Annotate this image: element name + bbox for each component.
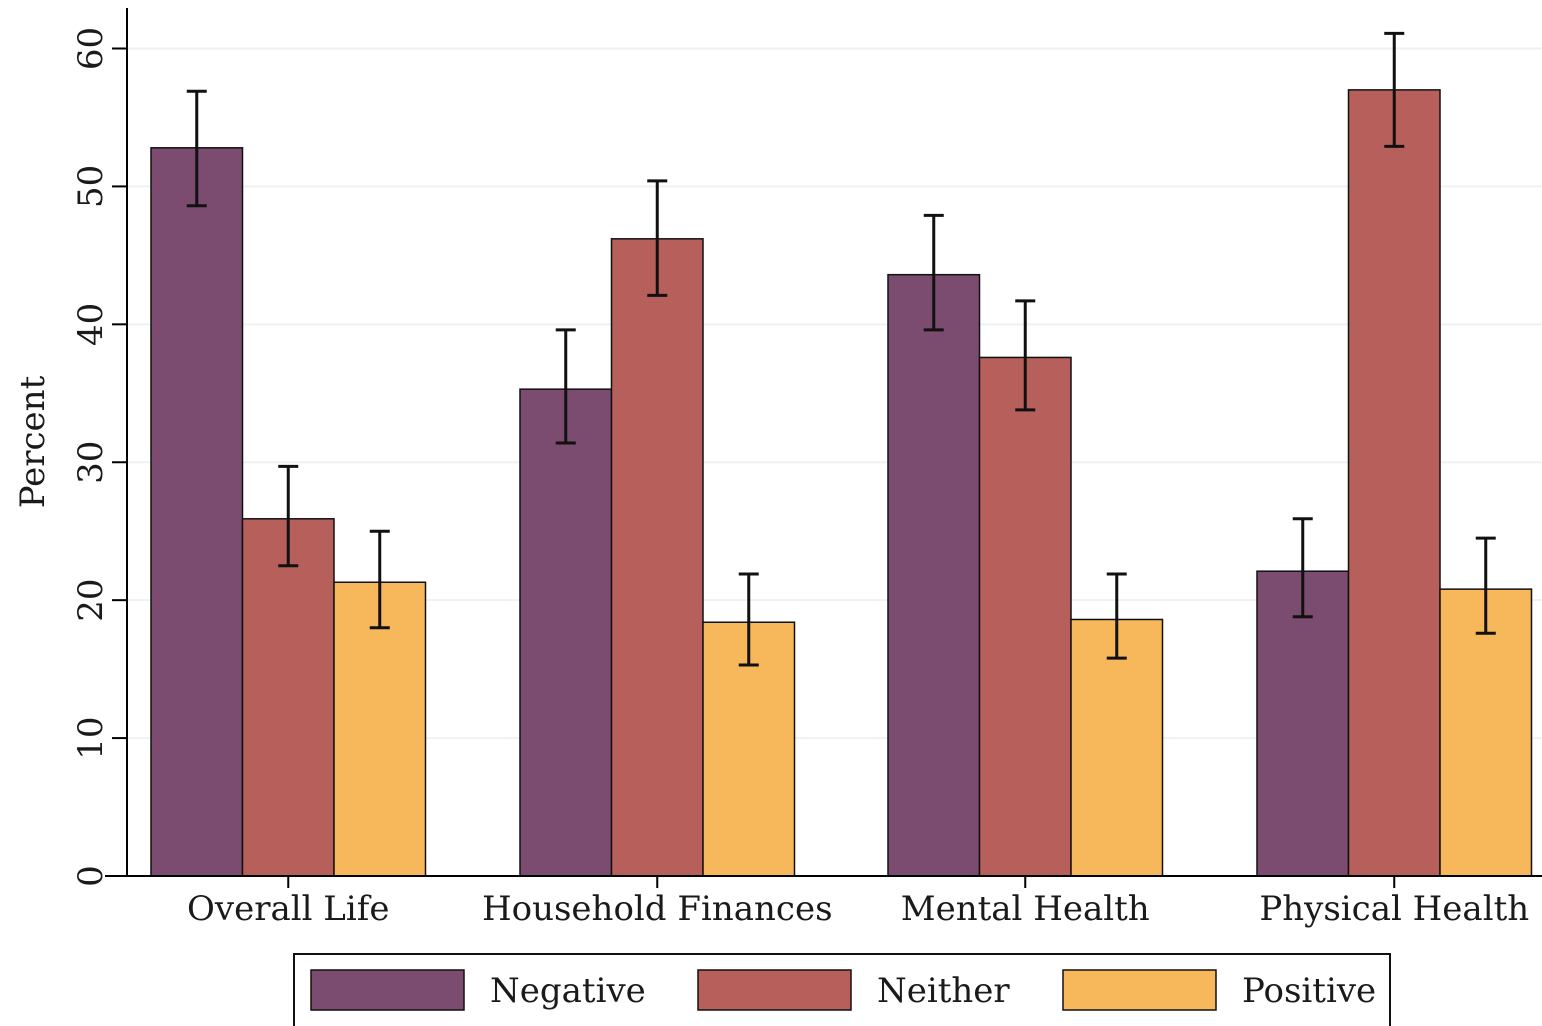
- y-tick-label-20: 20: [71, 579, 111, 622]
- y-tick-label-40: 40: [71, 303, 111, 346]
- bar-neither-household-finances: [610, 238, 704, 877]
- y-tick-label-50: 50: [71, 165, 111, 208]
- legend-swatch-negative: [310, 969, 465, 1011]
- bar-negative-overall-life: [150, 147, 244, 877]
- error-bar-negative-mental-health: [923, 213, 944, 332]
- error-bars: [186, 31, 1496, 667]
- y-axis-title: Percent: [13, 375, 53, 508]
- x-category-label: Physical Health: [1259, 889, 1529, 929]
- error-bar-neither-household-finances: [647, 179, 668, 297]
- y-tick-label-10: 10: [71, 716, 111, 759]
- bar-positive-physical-health: [1439, 588, 1533, 877]
- legend-label-negative: Negative: [490, 971, 646, 1011]
- bar-neither-mental-health: [978, 356, 1072, 877]
- error-bar-positive-mental-health: [1106, 572, 1127, 660]
- y-ticks: 0 10 20 30 40 50 60: [71, 27, 127, 887]
- y-tick-label-0: 0: [71, 865, 111, 887]
- legend-label-neither: Neither: [877, 971, 1010, 1011]
- bar-neither-physical-health: [1347, 89, 1441, 877]
- error-bar-positive-physical-health: [1475, 536, 1496, 635]
- error-bar-positive-overall-life: [369, 529, 390, 630]
- bar-neither-overall-life: [241, 518, 335, 877]
- error-bar-neither-overall-life: [278, 464, 299, 568]
- y-tick-label-60: 60: [71, 27, 111, 70]
- bar-positive-mental-health: [1070, 618, 1164, 877]
- bar-negative-mental-health: [887, 273, 981, 877]
- x-category-labels: Overall Life Household Finances Mental Hea…: [187, 876, 1529, 929]
- legend-swatch-positive: [1062, 969, 1217, 1011]
- x-category-label: Household Finances: [482, 889, 833, 929]
- x-category-label: Overall Life: [187, 889, 389, 929]
- legend: Negative Neither Positive: [293, 953, 1391, 1026]
- axes: [105, 8, 1542, 877]
- legend-label-positive: Positive: [1242, 971, 1376, 1011]
- error-bar-positive-household-finances: [738, 572, 759, 667]
- error-bar-neither-mental-health: [1015, 299, 1036, 412]
- error-bar-negative-physical-health: [1292, 517, 1313, 619]
- x-category-label: Mental Health: [901, 889, 1150, 929]
- y-tick-label-30: 30: [71, 441, 111, 484]
- bar-negative-household-finances: [519, 388, 613, 877]
- error-bar-neither-physical-health: [1384, 31, 1405, 148]
- error-bar-negative-household-finances: [555, 328, 576, 445]
- error-bar-negative-overall-life: [186, 89, 207, 208]
- legend-swatch-neither: [697, 969, 852, 1011]
- bars: [150, 89, 1533, 877]
